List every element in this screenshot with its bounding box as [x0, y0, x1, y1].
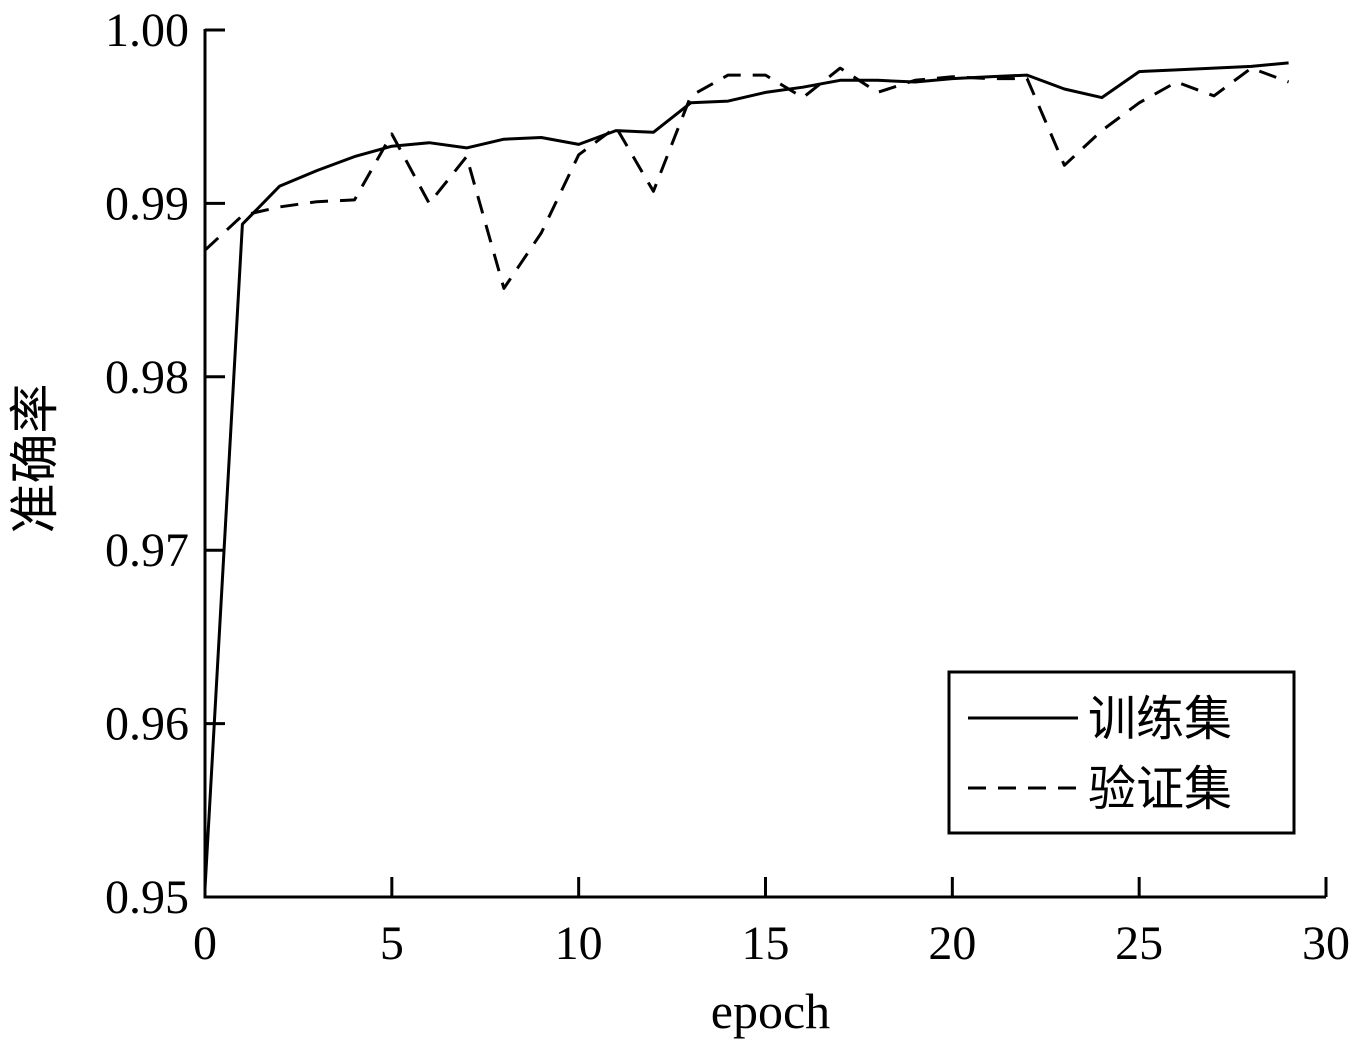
x-axis-label: epoch: [711, 983, 830, 1039]
y-tick-label: 1.00: [105, 4, 189, 57]
legend-label-val: 验证集: [1088, 761, 1232, 817]
data-point-val: [689, 94, 693, 98]
data-point-val: [1100, 129, 1104, 133]
y-tick-label: 0.99: [105, 177, 189, 230]
x-tick-label: 25: [1115, 917, 1163, 970]
legend-box: [947, 670, 1296, 835]
data-point-val: [1175, 80, 1179, 84]
series-layer: [203, 61, 1290, 889]
y-ticks: 0.95 0.96 0.97 0.98 0.99 1.00: [105, 4, 225, 924]
y-tick-label: 0.97: [105, 524, 189, 577]
x-tick-label: 30: [1302, 917, 1350, 970]
y-tick-label: 0.96: [105, 698, 189, 751]
series-line-val: [203, 66, 1290, 290]
x-ticks: 0 5 10 15 20 25 30: [193, 877, 1350, 970]
data-point-val: [614, 125, 618, 129]
data-point-val: [240, 214, 244, 218]
x-tick-label: 0: [193, 917, 217, 970]
y-tick-label: 0.98: [105, 351, 189, 404]
x-tick-label: 20: [928, 917, 976, 970]
x-tick-label: 5: [380, 917, 404, 970]
x-tick-label: 10: [555, 917, 603, 970]
legend-label-train: 训练集: [1088, 691, 1232, 747]
x-tick-label: 15: [742, 917, 790, 970]
legend: 训练集 验证集: [947, 670, 1296, 835]
y-axis-label: 准确率: [7, 384, 63, 534]
y-tick-label: 0.95: [105, 871, 189, 924]
data-point-val: [801, 96, 805, 100]
